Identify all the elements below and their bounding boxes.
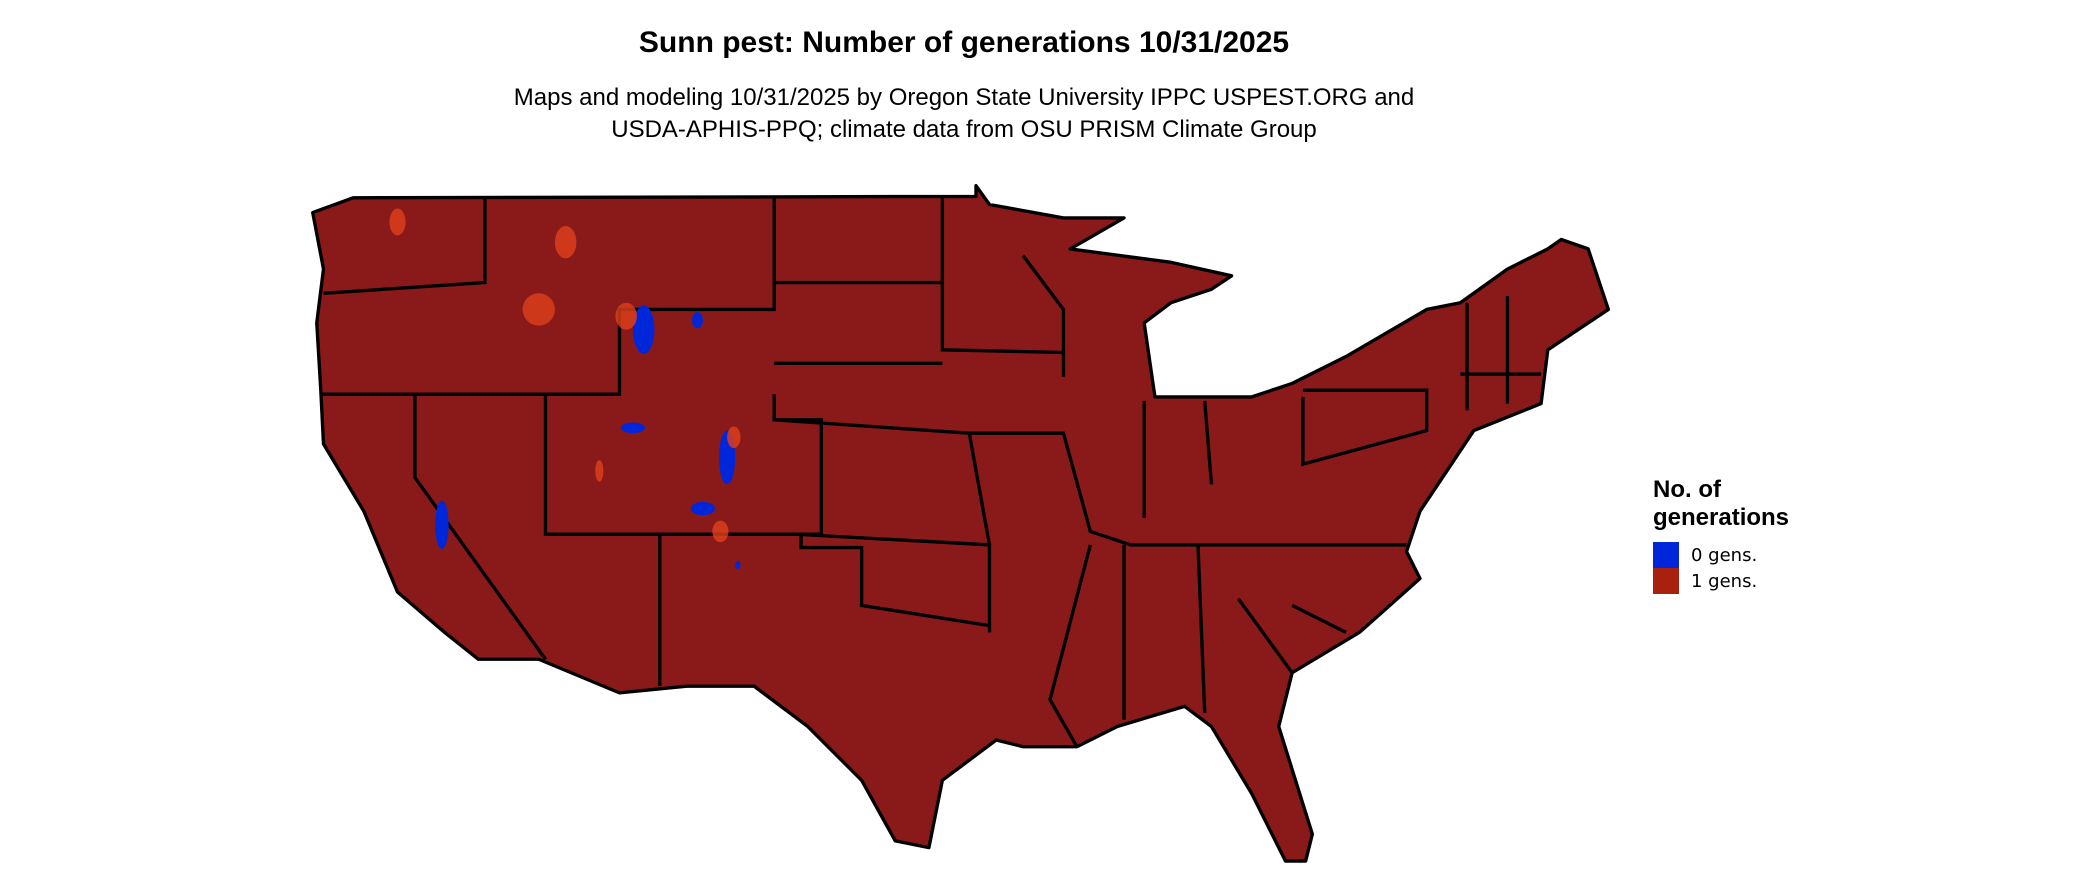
contiguous-us-land	[311, 183, 1611, 863]
legend: No. of generations 0 gens. 1 gens.	[1653, 476, 1853, 594]
legend-swatch-blue	[1653, 542, 1679, 568]
legend-item-1-gens: 1 gens.	[1653, 568, 1853, 594]
legend-title: No. of generations	[1653, 476, 1790, 531]
legend-label: 0 gens.	[1691, 544, 1758, 566]
map-title: Sunn pest: Number of generations 10/31/2…	[638, 26, 1290, 59]
state-borders	[320, 196, 1542, 748]
map-subtitle-line-1: Maps and modeling 10/31/2025 by Oregon S…	[513, 84, 1415, 111]
highland-orange-patches	[389, 208, 741, 543]
legend-item-0-gens: 0 gens.	[1653, 542, 1853, 568]
map-subtitle-line-2: USDA-APHIS-PPQ; climate data from OSU PR…	[611, 116, 1317, 143]
legend-swatch-red	[1653, 568, 1679, 594]
legend-label: 1 gens.	[1691, 570, 1758, 592]
